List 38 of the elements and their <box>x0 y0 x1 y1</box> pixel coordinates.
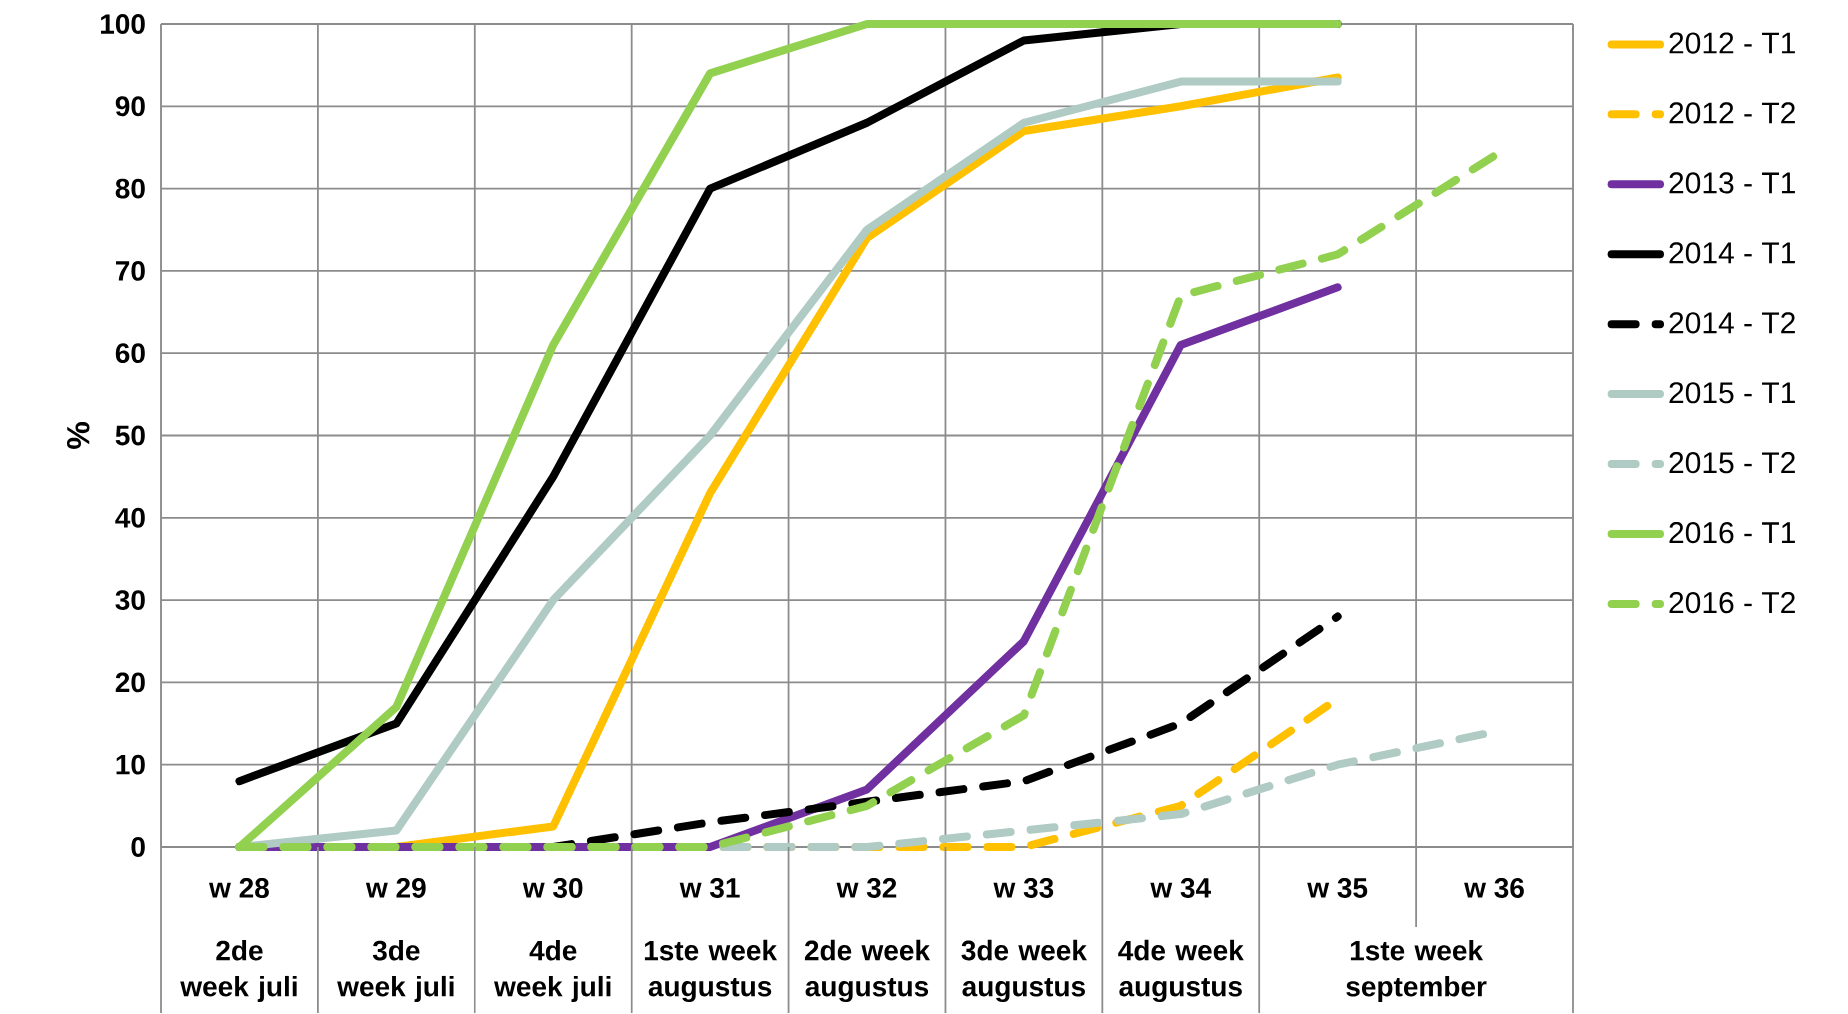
legend-label: 2014 - T1 <box>1669 242 1795 264</box>
y-tick-label: 50 <box>115 425 145 446</box>
text: 3de week augustus <box>961 939 1087 1003</box>
y-tick-label: 70 <box>115 261 145 281</box>
y-tick-label: 10 <box>116 754 145 775</box>
y-tick-label: 30 <box>115 590 145 611</box>
x-tick-label: w 28 <box>209 878 269 898</box>
legend-label: 2015 - T2 <box>1669 452 1795 474</box>
legend-label: 2014 - T2 <box>1669 312 1795 334</box>
x-tick-label: w 36 <box>1464 878 1524 898</box>
text: 3de week juli <box>337 939 454 1003</box>
legend-label: 2012 - T2 <box>1669 102 1795 124</box>
y-axis-title: % <box>66 422 90 449</box>
x-tick-label: w 29 <box>365 878 426 898</box>
y-tick-label: 100 <box>100 14 145 34</box>
text: 4de week augustus <box>1118 939 1244 1003</box>
x-tick-label: w 31 <box>679 878 740 898</box>
y-tick-label: 40 <box>115 507 145 528</box>
x-tick-label: w 32 <box>836 878 897 898</box>
legend-label: 2012 - T1 <box>1669 32 1795 54</box>
text: 2de week augustus <box>804 939 931 1003</box>
x-tick-label: w 34 <box>1150 878 1211 898</box>
y-tick-label: 0 <box>131 837 145 857</box>
legend-label: 2013 - T1 <box>1669 172 1795 194</box>
legend-label: 2016 - T1 <box>1669 522 1795 544</box>
y-tick-label: 90 <box>115 96 145 117</box>
text: 4de week juli <box>494 939 611 1003</box>
y-tick-label: 60 <box>115 343 145 364</box>
x-tick-label: w 30 <box>522 878 583 898</box>
x-tick-label: w 35 <box>1307 878 1368 898</box>
text: 1ste week september <box>1346 939 1487 1003</box>
y-tick-label: 20 <box>115 672 145 693</box>
y-tick-label: 80 <box>115 178 145 199</box>
text: 2de week juli <box>180 939 297 1003</box>
text: 1ste week augustus <box>644 939 778 1003</box>
x-tick-label: w 33 <box>993 878 1054 898</box>
legend-label: 2016 - T2 <box>1669 592 1795 614</box>
legend-label: 2015 - T1 <box>1669 382 1795 404</box>
